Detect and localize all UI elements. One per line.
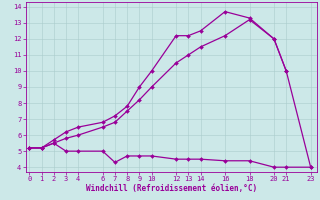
X-axis label: Windchill (Refroidissement éolien,°C): Windchill (Refroidissement éolien,°C) (86, 184, 257, 193)
